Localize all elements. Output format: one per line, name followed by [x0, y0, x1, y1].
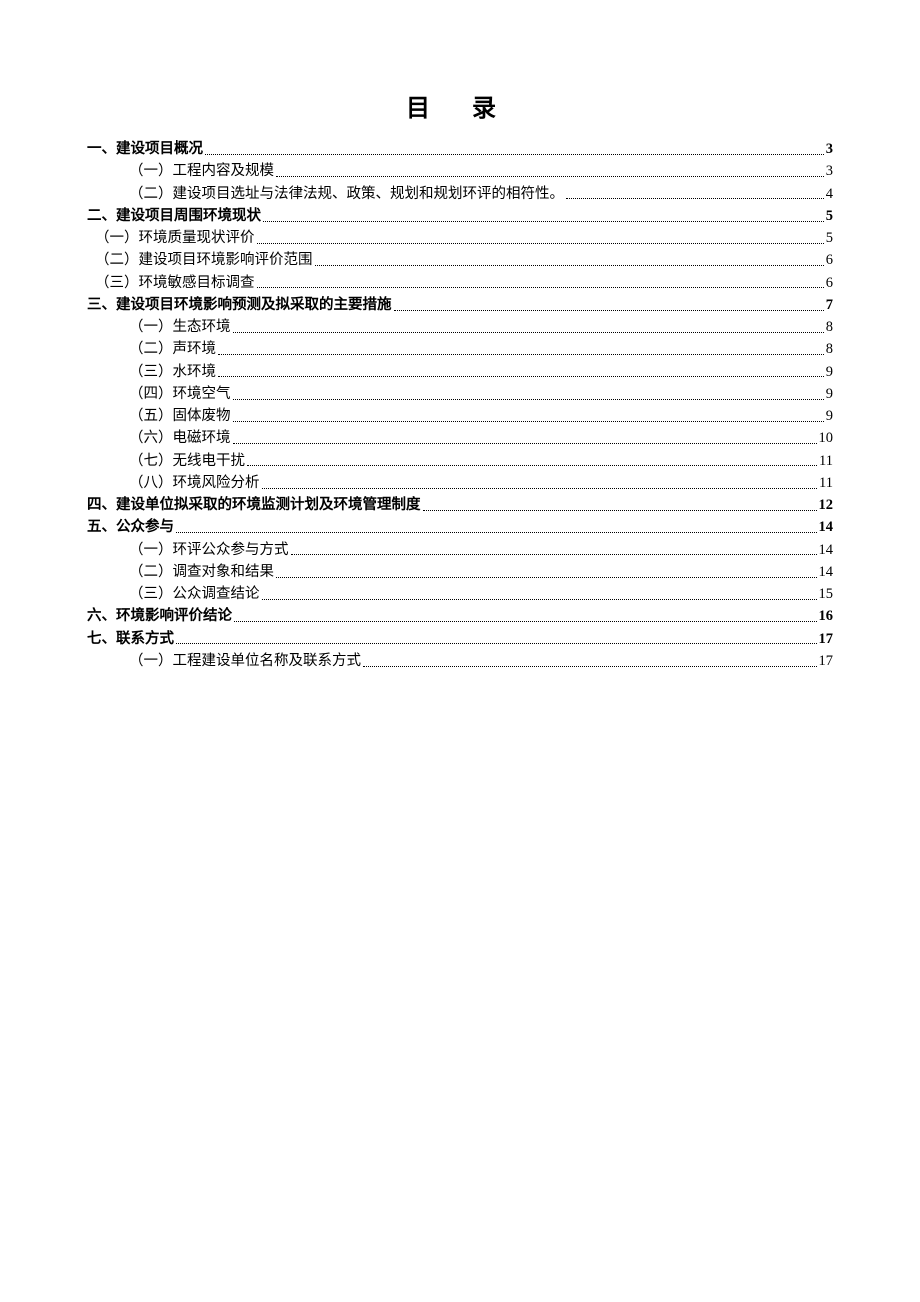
toc-leader-dots — [247, 465, 817, 466]
toc-entry-label: （二）建设项目选址与法律法规、政策、规划和规划环评的相符性。 — [129, 184, 564, 206]
toc-leader-dots — [423, 510, 817, 511]
toc-entry-page: 5 — [826, 206, 833, 228]
toc-leader-dots — [218, 354, 824, 355]
toc-entry-page: 9 — [826, 384, 833, 406]
toc-entry-page: 3 — [826, 139, 833, 161]
toc-title: 目 录 — [87, 88, 833, 123]
toc-entry-page: 15 — [819, 584, 834, 606]
toc-leader-dots — [234, 621, 817, 622]
toc-entry-label: （一）工程内容及规模 — [129, 161, 274, 183]
toc-leader-dots — [262, 599, 817, 600]
toc-entry: 二、建设项目周围环境现状 5 — [87, 206, 833, 228]
toc-entry-label: 一、建设项目概况 — [87, 139, 203, 161]
toc-leader-dots — [233, 332, 824, 333]
toc-leader-dots — [257, 287, 824, 288]
toc-entry-page: 12 — [819, 495, 834, 517]
toc-entry: （三）水环境 9 — [129, 362, 833, 384]
toc-entry: （六）电磁环境 10 — [129, 428, 833, 450]
toc-entry: （八）环境风险分析 11 — [129, 473, 833, 495]
toc-entry-label: （二）建设项目环境影响评价范围 — [95, 250, 313, 272]
toc-entry-page: 14 — [819, 562, 834, 584]
toc-entry: （二）建设项目环境影响评价范围 6 — [95, 250, 833, 272]
toc-entry-label: 三、建设项目环境影响预测及拟采取的主要措施 — [87, 295, 392, 317]
toc-entry-label: （五）固体废物 — [129, 406, 231, 428]
toc-leader-dots — [257, 243, 824, 244]
toc-entry-label: （一）生态环境 — [129, 317, 231, 339]
toc-entry: 四、建设单位拟采取的环境监测计划及环境管理制度 12 — [87, 495, 833, 517]
toc-entry-label: （三）环境敏感目标调查 — [95, 273, 255, 295]
toc-leader-dots — [176, 643, 817, 644]
toc-entry-label: （六）电磁环境 — [129, 428, 231, 450]
toc-entry-page: 7 — [826, 295, 833, 317]
toc-entry-page: 10 — [819, 428, 834, 450]
toc-entry-label: （七）无线电干扰 — [129, 451, 245, 473]
toc-entry: 七、联系方式 17 — [87, 629, 833, 651]
toc-leader-dots — [218, 376, 824, 377]
toc-leader-dots — [233, 443, 817, 444]
toc-entry-page: 5 — [826, 228, 833, 250]
toc-entry-page: 16 — [819, 606, 834, 628]
toc-leader-dots — [233, 421, 824, 422]
toc-entry-page: 17 — [819, 651, 834, 673]
toc-entry-label: （一）工程建设单位名称及联系方式 — [129, 651, 361, 673]
toc-leader-dots — [176, 532, 817, 533]
toc-entry: 五、公众参与 14 — [87, 517, 833, 539]
toc-leader-dots — [276, 577, 817, 578]
toc-entry-label: 四、建设单位拟采取的环境监测计划及环境管理制度 — [87, 495, 421, 517]
toc-leader-dots — [363, 666, 817, 667]
toc-entry-page: 6 — [826, 250, 833, 272]
toc-entry-page: 3 — [826, 161, 833, 183]
toc-entry: 一、建设项目概况 3 — [87, 139, 833, 161]
toc-entry: （三）环境敏感目标调查 6 — [95, 273, 833, 295]
toc-leader-dots — [262, 488, 818, 489]
toc-entry-label: 五、公众参与 — [87, 517, 174, 539]
toc-entry-label: （三）公众调查结论 — [129, 584, 260, 606]
toc-entry-page: 8 — [826, 339, 833, 361]
toc-entry-page: 9 — [826, 362, 833, 384]
toc-entry: （二）建设项目选址与法律法规、政策、规划和规划环评的相符性。 4 — [129, 184, 833, 206]
toc-leader-dots — [315, 265, 824, 266]
toc-entry: （五）固体废物 9 — [129, 406, 833, 428]
toc-entry-label: （二）调查对象和结果 — [129, 562, 274, 584]
toc-leader-dots — [276, 176, 824, 177]
toc-entry: （二）调查对象和结果 14 — [129, 562, 833, 584]
toc-leader-dots — [205, 154, 824, 155]
toc-entry-label: （一）环境质量现状评价 — [95, 228, 255, 250]
toc-entry-page: 11 — [819, 451, 833, 473]
toc-entry: （四）环境空气 9 — [129, 384, 833, 406]
toc-entry-page: 6 — [826, 273, 833, 295]
table-of-contents: 一、建设项目概况3（一）工程内容及规模3（二）建设项目选址与法律法规、政策、规划… — [87, 139, 833, 673]
toc-entry: 六、环境影响评价结论 16 — [87, 606, 833, 628]
toc-entry: （一）生态环境 8 — [129, 317, 833, 339]
toc-leader-dots — [566, 198, 824, 199]
toc-entry: （二）声环境 8 — [129, 339, 833, 361]
toc-entry-page: 14 — [819, 540, 834, 562]
toc-leader-dots — [263, 221, 824, 222]
toc-entry-label: （八）环境风险分析 — [129, 473, 260, 495]
toc-entry: （一）环境质量现状评价 5 — [95, 228, 833, 250]
toc-entry: （七）无线电干扰 11 — [129, 451, 833, 473]
toc-entry-label: 六、环境影响评价结论 — [87, 606, 232, 628]
toc-leader-dots — [291, 554, 817, 555]
toc-entry-label: （三）水环境 — [129, 362, 216, 384]
toc-entry-page: 9 — [826, 406, 833, 428]
toc-leader-dots — [233, 399, 824, 400]
toc-entry: （一）工程建设单位名称及联系方式 17 — [129, 651, 833, 673]
toc-entry-page: 4 — [826, 184, 833, 206]
toc-entry: （三）公众调查结论 15 — [129, 584, 833, 606]
toc-entry: （一）环评公众参与方式 14 — [129, 540, 833, 562]
toc-entry-label: 七、联系方式 — [87, 629, 174, 651]
toc-entry: 三、建设项目环境影响预测及拟采取的主要措施 7 — [87, 295, 833, 317]
toc-leader-dots — [394, 310, 824, 311]
toc-entry-page: 11 — [819, 473, 833, 495]
toc-entry-label: 二、建设项目周围环境现状 — [87, 206, 261, 228]
toc-entry-page: 8 — [826, 317, 833, 339]
toc-entry-label: （二）声环境 — [129, 339, 216, 361]
toc-entry-label: （一）环评公众参与方式 — [129, 540, 289, 562]
toc-entry-label: （四）环境空气 — [129, 384, 231, 406]
toc-entry-page: 14 — [819, 517, 834, 539]
toc-entry-page: 17 — [819, 629, 834, 651]
toc-entry: （一）工程内容及规模 3 — [129, 161, 833, 183]
